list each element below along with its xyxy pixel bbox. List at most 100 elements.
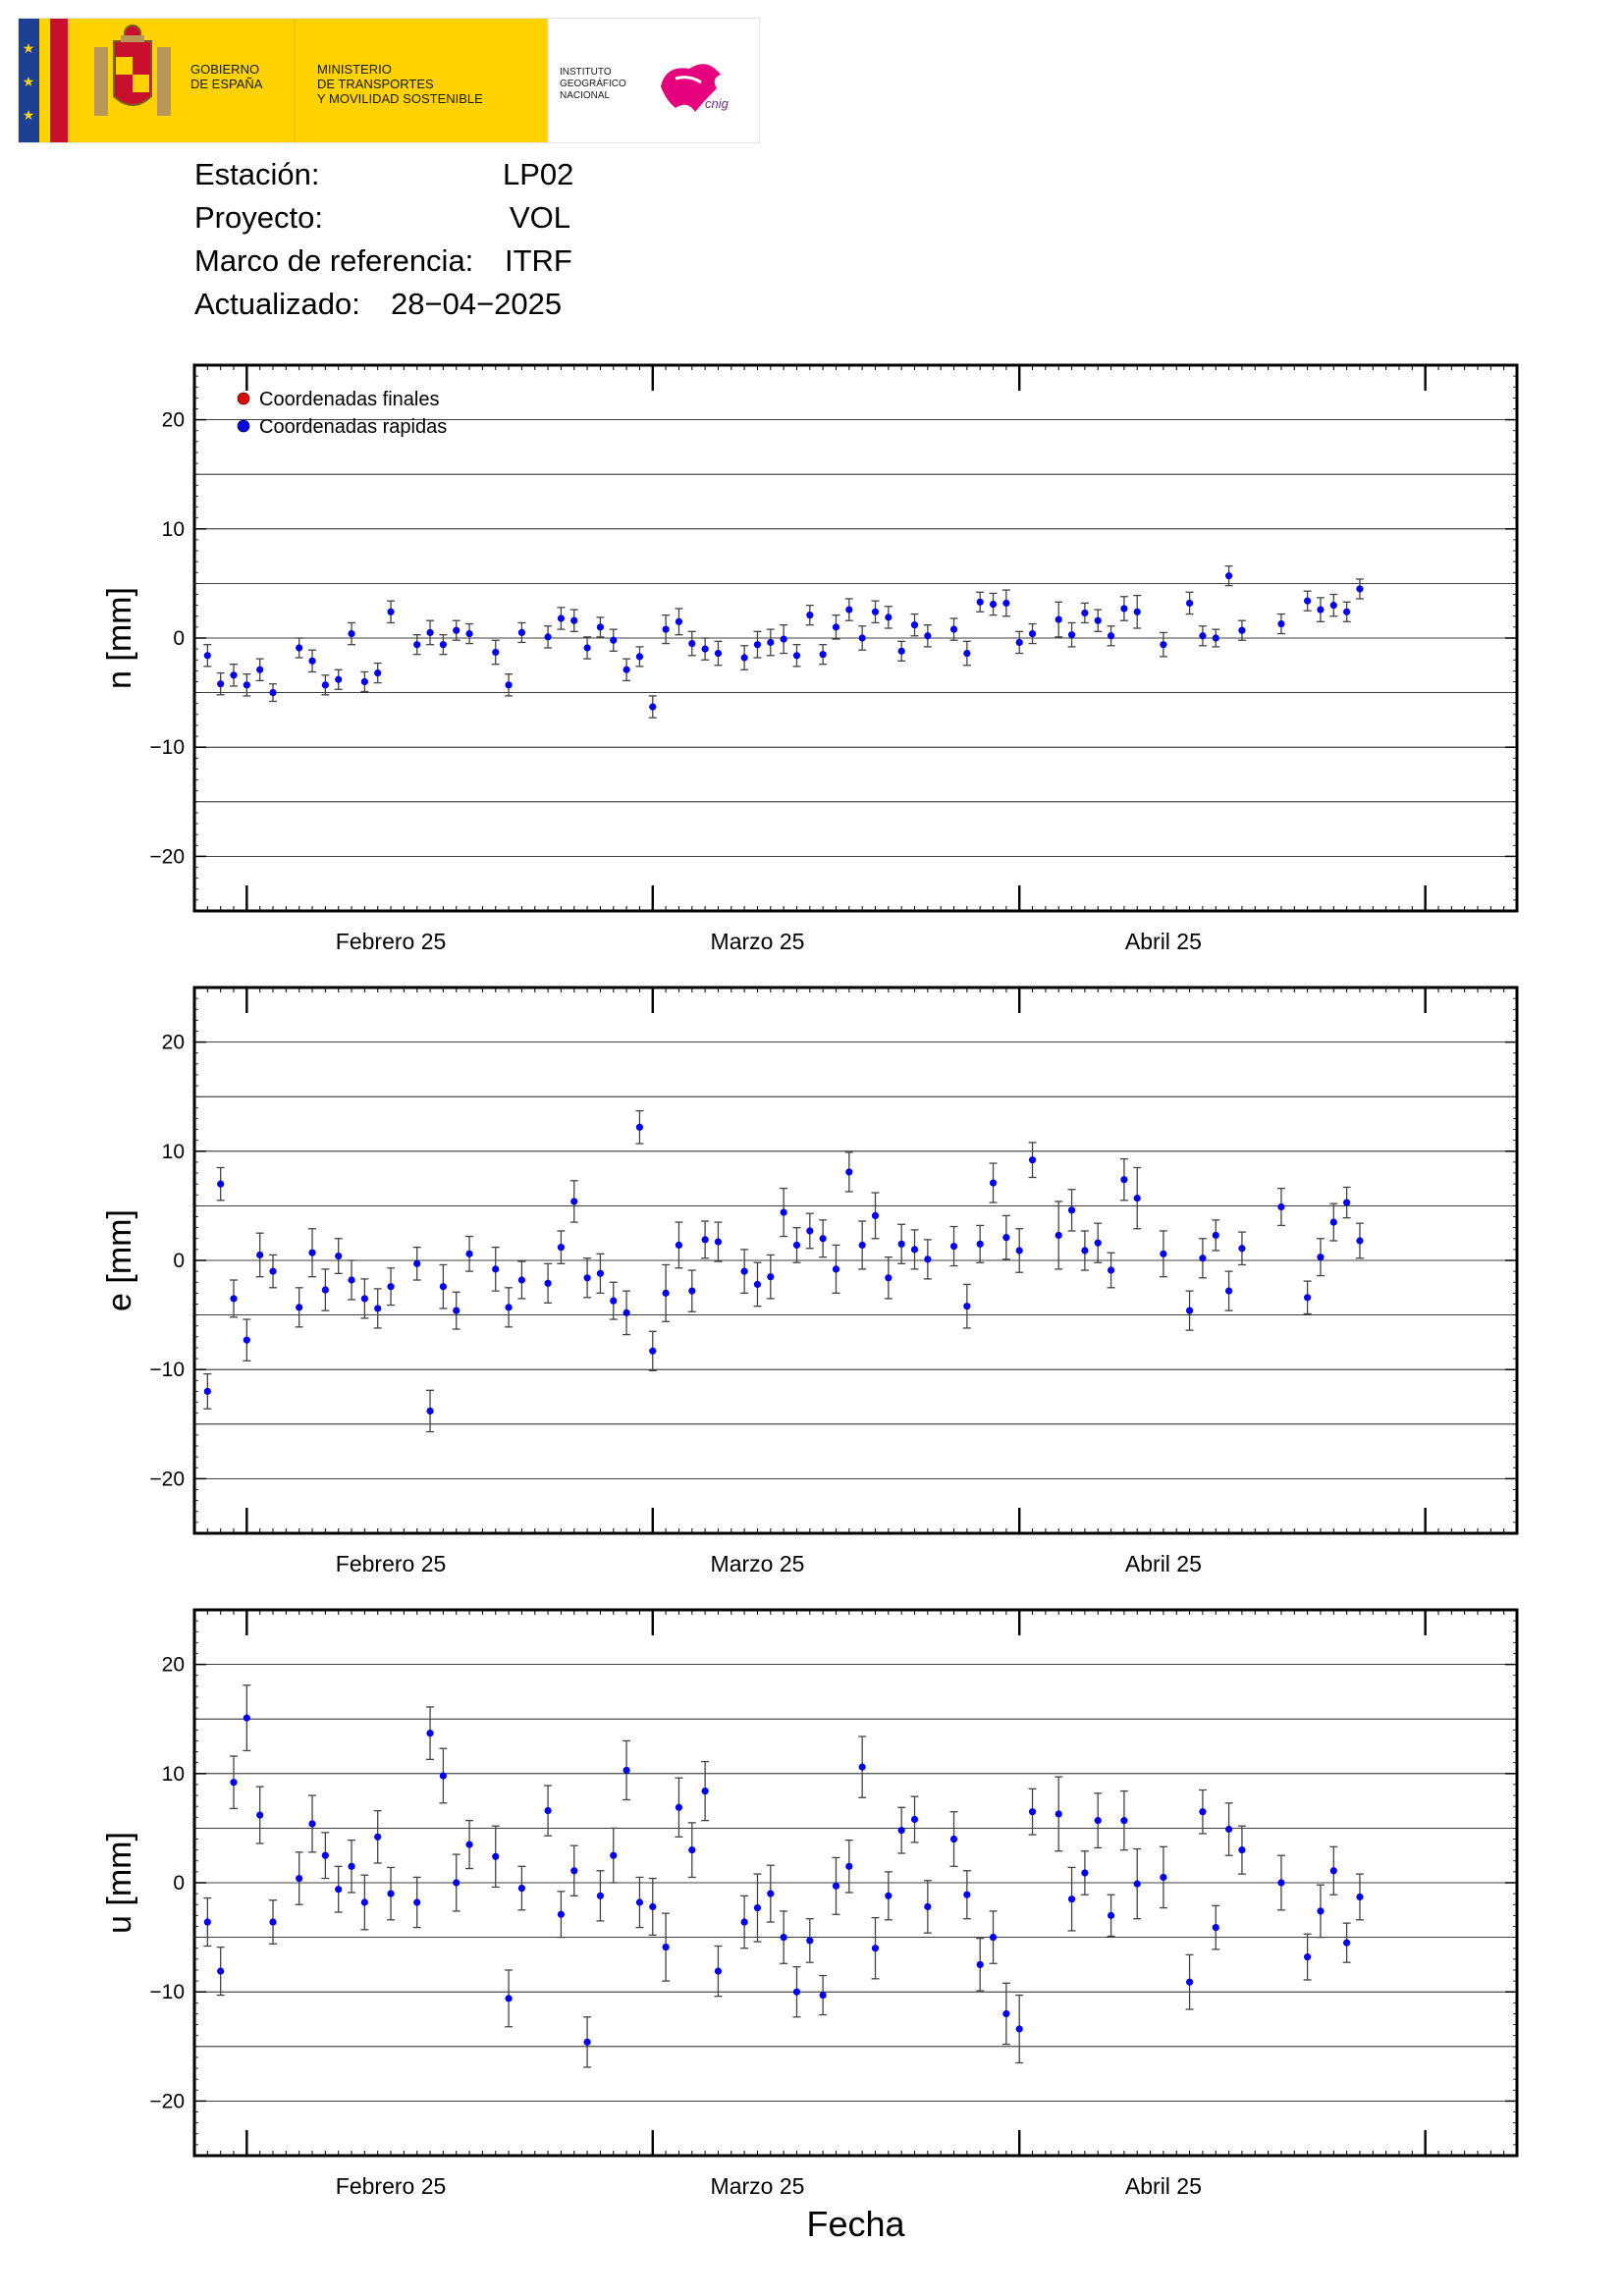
data-point: [989, 1934, 998, 1942]
data-point: [989, 1179, 998, 1187]
data-point: [1055, 1231, 1062, 1240]
data-point: [1002, 599, 1010, 608]
data-point: [1055, 615, 1062, 623]
ministerio-line-3: Y MOVILIDAD SOSTENIBLE: [317, 91, 483, 106]
data-point: [453, 626, 460, 634]
data-point: [976, 1240, 984, 1248]
data-point: [1343, 1199, 1351, 1206]
x-tick-label: Marzo 25: [711, 1551, 805, 1576]
data-point: [885, 1892, 893, 1899]
data-point: [871, 608, 880, 615]
data-point: [230, 1295, 238, 1303]
data-point: [296, 1304, 303, 1311]
x-tick-label: Marzo 25: [711, 2173, 805, 2199]
data-point: [780, 1208, 787, 1216]
data-point: [387, 1283, 395, 1291]
data-point: [243, 1714, 250, 1722]
data-point: [243, 681, 250, 689]
data-point: [360, 677, 368, 686]
data-point: [675, 617, 683, 625]
data-point: [413, 641, 421, 649]
y-tick-label: −10: [149, 1359, 185, 1381]
data-point: [544, 1807, 552, 1815]
data-point: [465, 629, 473, 638]
data-point: [1277, 1879, 1285, 1887]
data-point: [596, 1892, 605, 1899]
data-point: [1002, 1234, 1010, 1242]
data-point: [845, 606, 853, 614]
data-point: [1067, 1896, 1076, 1903]
data-point: [217, 1967, 225, 1975]
data-point: [832, 1265, 840, 1273]
data-point: [1094, 616, 1102, 624]
data-point: [1212, 634, 1219, 642]
data-point: [610, 1851, 618, 1859]
data-point: [1015, 638, 1023, 647]
data-point: [1107, 632, 1115, 640]
data-point: [505, 1304, 513, 1311]
data-point: [1343, 608, 1351, 615]
data-point: [753, 1903, 762, 1912]
data-point: [1028, 1808, 1037, 1816]
data-point: [557, 614, 566, 622]
data-point: [792, 1241, 801, 1250]
data-point: [740, 1918, 748, 1926]
ministerio-line-2: DE TRANSPORTES: [317, 77, 434, 91]
data-point: [413, 1898, 421, 1906]
gobierno-line-1: GOBIERNO: [190, 62, 260, 77]
data-point: [256, 666, 264, 673]
government-logo-banner: ★ ★ ★: [18, 18, 760, 143]
data-point: [1199, 1255, 1207, 1262]
data-point: [675, 1241, 683, 1250]
data-point: [819, 651, 827, 659]
y-tick-label: 20: [162, 1654, 185, 1677]
data-point: [649, 1347, 657, 1355]
data-point: [426, 1407, 434, 1415]
data-point: [387, 1890, 395, 1897]
data-point: [610, 1297, 618, 1305]
data-point: [767, 638, 775, 647]
data-point: [439, 641, 447, 649]
data-point: [335, 1886, 343, 1894]
data-point: [924, 1902, 932, 1911]
data-point: [230, 671, 238, 679]
data-point: [348, 629, 355, 638]
data-point: [924, 1255, 932, 1263]
y-tick-label: 0: [173, 1250, 185, 1272]
data-point: [1185, 599, 1194, 608]
data-point: [1329, 1867, 1337, 1875]
ign-logo-icon: [661, 64, 721, 112]
data-point: [688, 1287, 696, 1295]
data-point: [1356, 1237, 1364, 1245]
updated-value: 28−04−2025: [391, 287, 563, 321]
data-point: [714, 649, 723, 658]
data-point: [321, 1286, 329, 1294]
data-point: [269, 1918, 277, 1926]
data-point: [1277, 1202, 1285, 1211]
data-point: [767, 1890, 775, 1897]
data-point: [622, 666, 630, 673]
data-point: [871, 1945, 880, 1952]
data-point: [701, 1787, 709, 1795]
data-point: [243, 1336, 250, 1344]
data-point: [217, 680, 225, 688]
y-axis-label: u [mm]: [101, 1832, 138, 1934]
data-point: [963, 1891, 971, 1898]
data-point: [217, 1180, 225, 1188]
data-point: [662, 1944, 670, 1951]
data-point: [976, 1960, 984, 1968]
data-point: [897, 1827, 905, 1835]
coat-of-arms-icon: [94, 25, 171, 116]
data-point: [374, 668, 382, 677]
data-point: [1133, 1195, 1141, 1202]
data-point: [1304, 1294, 1312, 1302]
data-point: [662, 625, 670, 633]
data-point: [583, 2038, 591, 2046]
data-point: [348, 1276, 355, 1284]
data-point: [714, 1238, 723, 1246]
data-point: [544, 633, 552, 641]
ign-line-2: GEOGRÁFICO: [560, 79, 626, 89]
data-point: [413, 1259, 421, 1267]
frame-label: Marco de referencia:: [194, 243, 474, 278]
